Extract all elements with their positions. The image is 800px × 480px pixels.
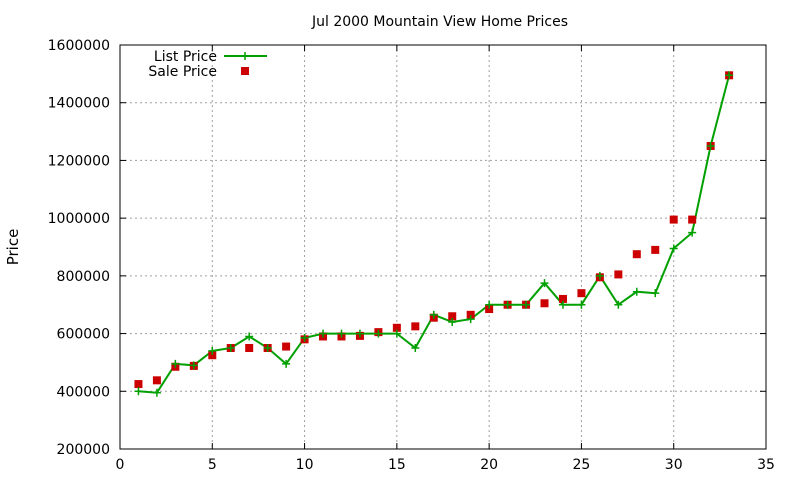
list-price-point [577,300,586,309]
list-price-point [632,287,641,296]
list-price-point [669,244,678,253]
sale-price-point [558,294,567,303]
sale-price-point [152,376,161,385]
x-tick-label: 15 [388,457,406,473]
x-tick-label: 10 [296,457,314,473]
sale-price-point [577,289,586,298]
sale-price-point [540,299,549,308]
y-axis-label: Price [4,229,22,266]
x-tick-label: 35 [757,457,775,473]
legend-marker-list-price [241,52,249,60]
chart-title: Jul 2000 Mountain View Home Prices [311,14,568,30]
list-price-point [134,387,143,396]
list-price-point [503,300,512,309]
sale-price-point [485,305,494,314]
sale-price-point [448,312,457,321]
list-price-point [282,359,291,368]
sale-price-point [614,270,623,279]
list-price-point [171,359,180,368]
list-price-point [337,329,346,338]
y-tick-label: 200000 [57,442,110,458]
list-price-point [411,344,420,352]
list-price-point [355,329,364,338]
x-tick-label: 30 [665,457,683,473]
list-price-point [263,344,272,352]
legend: List Price Sale Price [148,49,267,80]
sale-price-point [632,250,641,259]
sale-price-point [651,245,660,254]
list-price-point [651,289,660,298]
plot-frame [119,44,767,450]
series-layer [134,71,734,397]
list-price-point [522,300,531,309]
list-price-point [485,300,494,309]
list-price-point [429,310,438,319]
list-price-point [466,315,475,324]
y-tick-label: 1400000 [48,96,110,112]
list-price-point [300,333,309,342]
legend-label-list-price: List Price [154,49,217,65]
sale-price-point [411,322,420,331]
sale-price-point [134,380,143,389]
x-tick-label: 0 [116,457,125,473]
sale-price-point [669,215,678,224]
x-tick-label: 25 [573,457,591,473]
legend-label-sale-price: Sale Price [148,64,217,80]
legend-marker-sale-price [241,67,249,75]
list-price-point [558,300,567,309]
y-tick-label: 1600000 [48,38,110,54]
list-price-point [226,344,235,352]
list-price-point [392,329,401,338]
list-price-point [540,279,549,288]
list-price-point [595,271,604,280]
list-price-point [189,361,198,370]
list-price-point [688,228,697,237]
list-price-point [448,318,457,327]
list-price-point [152,388,161,397]
y-tick-label: 800000 [57,269,110,285]
sale-price-point [245,344,254,352]
list-price-point [319,329,328,338]
list-price-point [245,332,254,341]
y-tick-label: 1200000 [48,153,110,169]
list-price-point [725,71,734,80]
y-tick-label: 600000 [57,327,110,343]
axis-ticks: 0 5 10 15 20 25 30 35 200000 400000 600000 800000 10… [48,38,775,473]
x-tick-label: 5 [208,457,217,473]
grid [120,45,766,449]
sale-price-point [392,323,401,332]
list-price-point [614,300,623,309]
list-price-point [208,346,217,355]
sale-price-point [688,215,697,224]
x-tick-label: 20 [480,457,498,473]
sale-price-point [282,342,291,351]
y-tick-label: 400000 [57,384,110,400]
list-price-point [374,329,383,338]
y-tick-label: 1000000 [48,211,110,227]
sale-price-point [208,351,217,360]
list-price-point [706,142,715,150]
sale-price-point [466,310,475,319]
